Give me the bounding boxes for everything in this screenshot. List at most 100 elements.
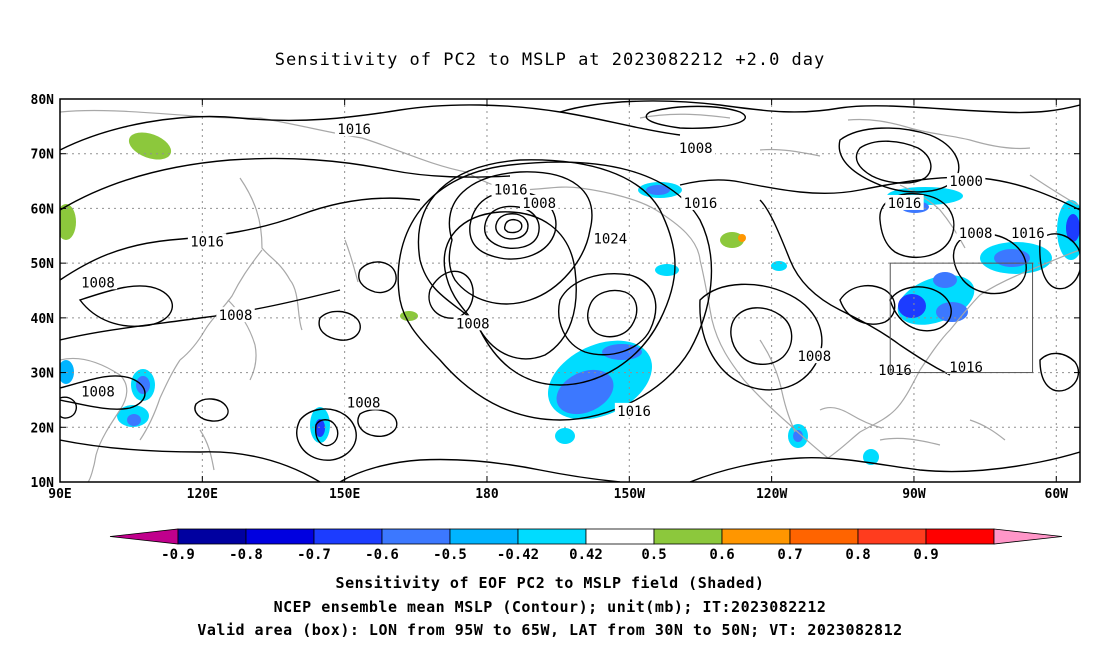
contour-label-bg xyxy=(334,121,374,137)
shade-patch xyxy=(898,294,926,318)
contour-label-bg xyxy=(946,173,986,189)
contour-label-bg xyxy=(676,140,715,156)
contour-label: 1024 xyxy=(593,232,627,248)
colorbar-label: -0.5 xyxy=(433,547,467,563)
contour-label: 1008 xyxy=(347,396,381,412)
valid-area-box xyxy=(889,262,1034,374)
mslp-contour xyxy=(60,439,321,482)
contour-label: 1008 xyxy=(81,275,115,291)
coastline xyxy=(239,177,303,331)
shade-patch xyxy=(738,234,746,242)
shade-patch xyxy=(655,264,679,276)
mslp-contour xyxy=(60,289,341,341)
contour-label-bg xyxy=(78,274,118,290)
contour-label: 1016 xyxy=(617,404,651,420)
contour-label-bg xyxy=(681,194,720,210)
mslp-contour xyxy=(60,104,681,151)
mslp-contour xyxy=(503,218,523,234)
mslp-contour xyxy=(315,419,339,447)
contour-label-bg xyxy=(885,194,924,210)
mslp-contour xyxy=(397,161,713,421)
shade-patch xyxy=(936,302,968,322)
colorbar-swatch xyxy=(585,528,655,545)
shade-patch xyxy=(127,414,141,426)
shade-patch xyxy=(60,360,74,384)
mslp-contour xyxy=(730,307,793,365)
colorbar-swatch xyxy=(381,528,451,545)
sensitivity-shading xyxy=(60,132,1080,465)
latitude-axis: 80N 70N 60N 50N 40N 30N 20N 10N xyxy=(31,93,1080,491)
contour-label-bg xyxy=(519,194,559,210)
contour-label-bg xyxy=(344,394,383,410)
coastline xyxy=(344,239,359,283)
lat-tick-label: 70N xyxy=(31,148,55,163)
contour-label: 1016 xyxy=(190,234,224,250)
shade-patch xyxy=(994,249,1030,267)
coastline xyxy=(819,406,883,429)
colorbar-swatch xyxy=(857,528,927,545)
colorbar-label: 0.42 xyxy=(569,547,603,563)
contour-label: 1008 xyxy=(81,385,115,401)
contour-label-bg xyxy=(875,361,915,377)
coastline xyxy=(60,357,128,482)
contour-label-bg xyxy=(614,402,654,418)
colorbar-swatch xyxy=(789,528,859,545)
mslp-contour xyxy=(194,398,229,422)
coastline xyxy=(827,249,1080,459)
mslp-contour xyxy=(1039,233,1080,290)
colorbar-label: -0.6 xyxy=(365,547,399,563)
contour-label-bg xyxy=(187,233,227,249)
mslp-contour xyxy=(60,157,511,211)
contour-label: 1008 xyxy=(522,196,556,212)
mslp-contour xyxy=(645,105,747,130)
colorbar-swatch xyxy=(517,528,587,545)
shade-patch xyxy=(556,369,614,415)
lat-tick-label: 20N xyxy=(31,421,55,436)
contour-label: 1008 xyxy=(959,226,993,242)
mslp-contour xyxy=(699,283,823,391)
contour-label: 1016 xyxy=(888,196,922,212)
mslp-contour xyxy=(689,451,1080,482)
lon-tick-label: 60W xyxy=(1045,487,1069,502)
contour-label: 1008 xyxy=(456,316,490,332)
colorbar-swatch xyxy=(245,528,315,545)
mslp-contour xyxy=(78,285,173,327)
coastline xyxy=(639,113,731,119)
mslp-contour xyxy=(839,284,896,325)
contour-label: 1016 xyxy=(949,360,983,376)
coastline xyxy=(179,249,263,361)
lat-tick-label: 80N xyxy=(31,93,55,108)
shade-patch xyxy=(720,232,744,248)
mslp-contour xyxy=(357,409,398,437)
contour-label-bg xyxy=(591,230,630,246)
figure-title: Sensitivity of PC2 to MSLP at 2023082212… xyxy=(274,50,826,70)
shade-patch xyxy=(863,449,879,465)
contour-label: 1016 xyxy=(878,363,912,379)
contour-label: 1016 xyxy=(684,196,718,212)
mslp-contours xyxy=(60,100,1080,482)
mslp-contour xyxy=(339,458,621,482)
colorbar-arrow-left xyxy=(109,528,179,545)
coastline xyxy=(879,437,941,446)
mslp-contour xyxy=(559,100,1080,114)
contour-label: 1016 xyxy=(494,182,528,198)
lon-tick-label: 120W xyxy=(756,487,787,502)
mslp-contour xyxy=(952,233,1027,295)
contour-label-bg xyxy=(491,181,530,197)
lat-tick-label: 50N xyxy=(31,257,55,272)
colorbar-label: 0.6 xyxy=(709,547,734,563)
colorbar-label: -0.42 xyxy=(497,547,539,563)
mslp-contour xyxy=(495,213,529,240)
lat-tick-label: 40N xyxy=(31,312,55,327)
contour-label-bg xyxy=(78,383,118,399)
lon-tick-label: 120E xyxy=(187,487,218,502)
colorbar-label: 0.9 xyxy=(913,547,938,563)
colorbar-swatch xyxy=(721,528,791,545)
coastline xyxy=(699,259,829,459)
contour-label-bg xyxy=(1008,225,1048,241)
mslp-contour xyxy=(295,408,357,461)
contour-label: 1016 xyxy=(337,122,371,138)
mslp-contour xyxy=(60,396,77,419)
colorbar-label: -0.7 xyxy=(297,547,331,563)
